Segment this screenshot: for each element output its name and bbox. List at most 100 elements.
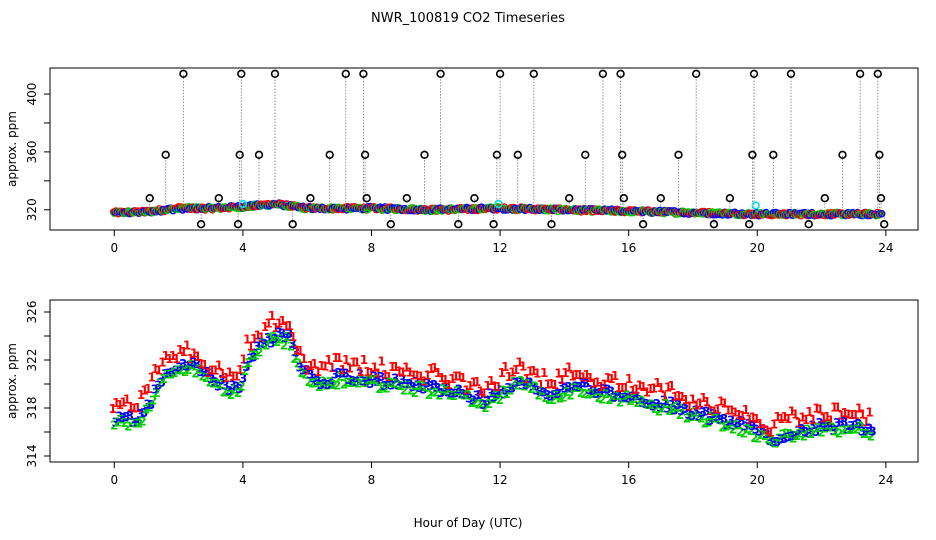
- series-3-mark: 3: [656, 401, 664, 415]
- series-1-mark: 1: [717, 395, 725, 409]
- series-1-mark: 1: [384, 370, 392, 384]
- series-2-mark: 2: [679, 402, 687, 416]
- series-2-mark: 2: [810, 425, 818, 439]
- series-2-mark: 2: [474, 398, 482, 412]
- series-1-mark: 1: [855, 401, 863, 415]
- series-2-mark: 2: [269, 330, 277, 344]
- series-3-mark: 3: [299, 364, 307, 378]
- series-1-mark: 1: [243, 332, 251, 346]
- series-1-mark: 1: [328, 361, 336, 375]
- spike-point: [161, 150, 170, 160]
- series-2-mark: 2: [729, 423, 737, 437]
- series-2-mark: 2: [588, 387, 596, 401]
- series-2-mark: 2: [453, 384, 461, 398]
- series-2-mark: 2: [743, 422, 751, 436]
- series-1-mark: 1: [370, 361, 378, 375]
- spike-point: [362, 194, 371, 203]
- series-1-mark: 1: [639, 380, 647, 394]
- series-1-mark: 1: [568, 370, 576, 384]
- series-1-mark: 1: [402, 360, 410, 374]
- series-3-mark: 3: [723, 419, 731, 433]
- series-2-mark: 2: [280, 338, 288, 352]
- series-3-mark: 3: [242, 360, 250, 374]
- series-1-mark: 1: [575, 368, 583, 382]
- series-3-mark: 3: [264, 331, 272, 345]
- series-2-mark: 2: [252, 348, 260, 362]
- series-3-mark: 3: [126, 409, 134, 423]
- series-3-mark: 3: [200, 366, 208, 380]
- series-2-mark: 2: [591, 387, 599, 401]
- series-1-mark: 1: [607, 372, 615, 386]
- series-1-mark: 1: [183, 338, 191, 352]
- series-3-mark: 3: [384, 376, 392, 390]
- series-2-mark: 2: [322, 379, 330, 393]
- bottom-x-tick-label: 12: [492, 473, 507, 487]
- series-3-mark: 3: [458, 387, 466, 401]
- series-2-mark: 2: [694, 410, 702, 424]
- series-1-mark: 1: [165, 352, 173, 366]
- series-2-mark: 2: [489, 392, 497, 406]
- series-1-mark: 1: [628, 384, 636, 398]
- series-1-mark: 1: [353, 356, 361, 370]
- series-3-mark: 3: [444, 385, 452, 399]
- series-1-mark: 1: [544, 377, 552, 391]
- bottom-x-tick-label: 24: [878, 473, 893, 487]
- series-1-mark: 1: [176, 343, 184, 357]
- series-2-mark: 2: [775, 431, 783, 445]
- series-3-mark: 3: [327, 377, 335, 391]
- series-3-mark: 3: [543, 388, 551, 402]
- series-3-mark: 3: [387, 378, 395, 392]
- series-1-mark: 1: [674, 389, 682, 403]
- series-2-mark: 2: [704, 415, 712, 429]
- series-1-mark: 1: [349, 356, 357, 370]
- series-1-mark: 1: [802, 413, 810, 427]
- series-1-mark: 1: [360, 353, 368, 367]
- series-2-mark: 2: [863, 427, 871, 441]
- series-3-mark: 3: [826, 420, 834, 434]
- series-2-mark: 2: [598, 393, 606, 407]
- series-2-mark: 2: [764, 433, 772, 447]
- series-2-mark: 2: [156, 376, 164, 390]
- series-1-mark: 1: [261, 320, 269, 334]
- series-3-mark: 3: [278, 327, 286, 341]
- series-3-mark: 3: [497, 384, 505, 398]
- series-3-mark: 3: [165, 366, 173, 380]
- series-2-mark: 2: [676, 408, 684, 422]
- series-3-mark: 3: [614, 388, 622, 402]
- series-3-mark: 3: [437, 386, 445, 400]
- series-2-mark: 2: [807, 427, 815, 441]
- series-3-mark: 3: [119, 411, 127, 425]
- series-2-mark: 2: [665, 404, 673, 418]
- series-3-mark: 3: [331, 368, 339, 382]
- series-2-mark: 2: [584, 388, 592, 402]
- series-2-mark: 2: [195, 363, 203, 377]
- series-1-mark: 1: [204, 366, 212, 380]
- series-3-mark: 3: [267, 336, 275, 350]
- series-1-mark: 1: [713, 402, 721, 416]
- series-3-mark: 3: [455, 383, 463, 397]
- series-1-mark: 1: [452, 369, 460, 383]
- series-1-mark: 1: [533, 367, 541, 381]
- series-1-mark: 1: [572, 368, 580, 382]
- series-2-mark: 2: [382, 382, 390, 396]
- series-2-mark: 2: [432, 385, 440, 399]
- series-1-mark: 1: [388, 360, 396, 374]
- series-3-mark: 3: [405, 377, 413, 391]
- series-1-mark: 1: [689, 393, 697, 407]
- series-1-mark: 1: [321, 360, 329, 374]
- series-1-mark: 1: [646, 382, 654, 396]
- series-1-mark: 1: [537, 378, 545, 392]
- series-3-mark: 3: [575, 380, 583, 394]
- series-2-mark: 2: [206, 375, 214, 389]
- series-1-mark: 1: [759, 422, 767, 436]
- top-x-tick-label: 20: [750, 241, 765, 255]
- series-2-mark: 2: [421, 380, 429, 394]
- series-3-mark: 3: [685, 408, 693, 422]
- series-1-mark: 1: [239, 353, 247, 367]
- series-3-mark: 3: [607, 385, 615, 399]
- series-3-mark: 3: [296, 361, 304, 375]
- series-2-mark: 2: [181, 365, 189, 379]
- spike-point: [495, 69, 505, 79]
- series-1-mark: 1: [144, 382, 152, 396]
- series-2-mark: 2: [354, 376, 362, 390]
